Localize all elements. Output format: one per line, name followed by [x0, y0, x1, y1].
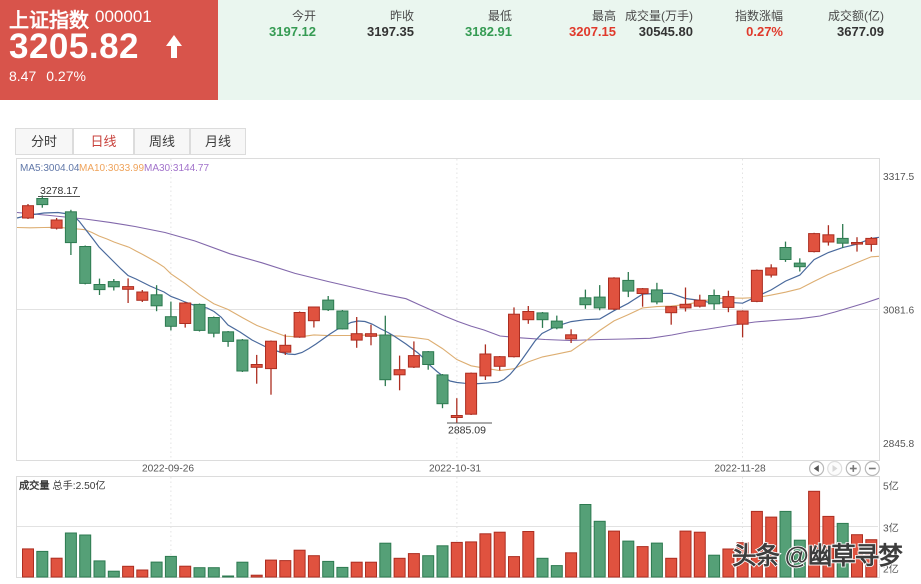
svg-text:5亿: 5亿 [883, 480, 899, 493]
svg-text:2022-09-26: 2022-09-26 [142, 464, 194, 475]
svg-text:2885.09: 2885.09 [448, 425, 486, 437]
svg-text:MA10:3033.99: MA10:3033.99 [79, 163, 144, 174]
svg-text:成交量 总手:2.50亿: 成交量 总手:2.50亿 [19, 479, 106, 492]
svg-text:3亿: 3亿 [883, 522, 899, 535]
svg-text:MA5:3004.04: MA5:3004.04 [20, 163, 80, 174]
svg-text:2亿: 2亿 [883, 563, 899, 576]
svg-text:3081.6: 3081.6 [883, 306, 914, 317]
svg-text:头条 @幽草寻梦: 头条 @幽草寻梦 [732, 542, 903, 570]
svg-text:MA30:3144.77: MA30:3144.77 [144, 163, 209, 174]
svg-text:2845.8: 2845.8 [883, 439, 914, 450]
svg-text:2022-10-31: 2022-10-31 [429, 464, 481, 475]
svg-text:3317.5: 3317.5 [883, 172, 914, 183]
svg-text:2022-11-28: 2022-11-28 [714, 464, 766, 475]
svg-text:3278.17: 3278.17 [40, 185, 78, 197]
